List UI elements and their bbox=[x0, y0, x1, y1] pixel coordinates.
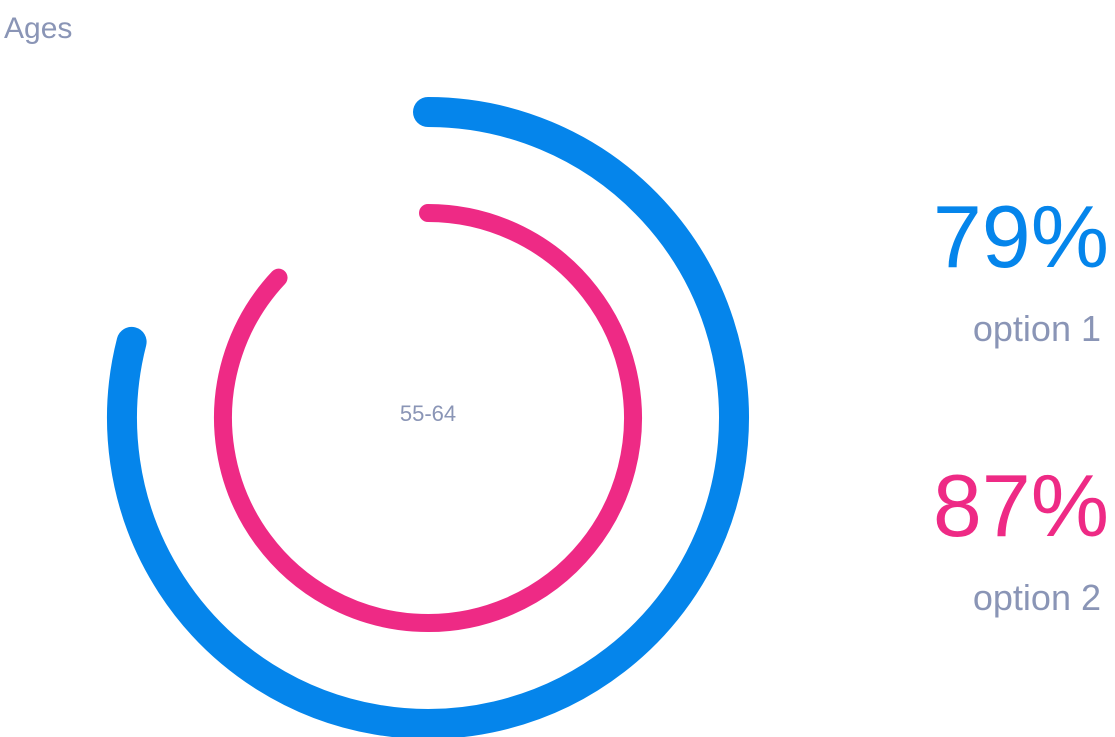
legend-value-option-1: 79% bbox=[932, 187, 1109, 286]
center-label: 55-64 bbox=[400, 401, 456, 426]
legend-label-option-1: option 1 bbox=[972, 308, 1101, 349]
radial-chart: 55-64 bbox=[107, 97, 749, 737]
legend-label-option-2: option 2 bbox=[972, 577, 1101, 618]
legend-value-option-2: 87% bbox=[932, 456, 1109, 555]
chart-title: Ages bbox=[4, 12, 73, 45]
radial-bar-option-1 bbox=[107, 97, 749, 737]
radial-bar-option-2 bbox=[214, 204, 642, 632]
